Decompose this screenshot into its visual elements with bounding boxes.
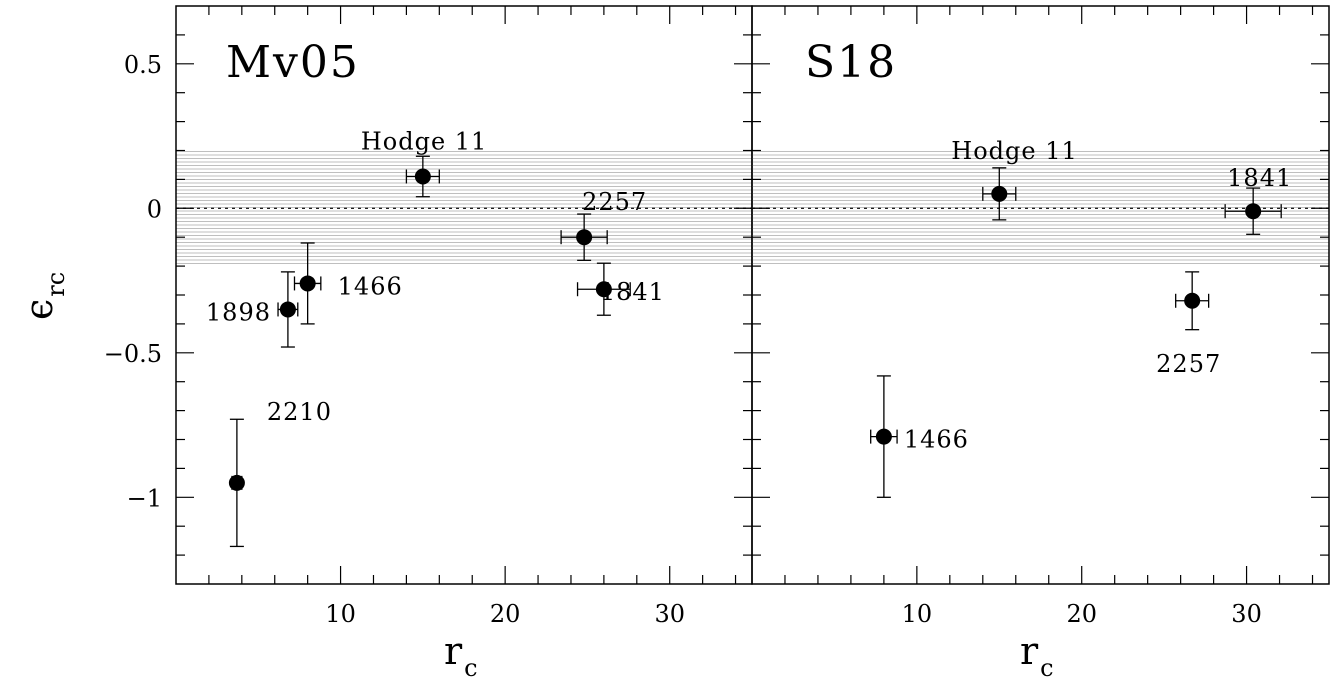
point-marker — [576, 229, 593, 246]
point-label: 2210 — [267, 398, 332, 426]
plot-frame — [175, 5, 753, 585]
x-axis-title-subscript: c — [1040, 654, 1053, 682]
y-tick-label: −0.5 — [104, 340, 162, 368]
svg-text:rc: rc — [1020, 629, 1054, 682]
x-axis-title-left: rc — [444, 629, 478, 682]
y-axis-title-subscript: rc — [42, 272, 70, 297]
point-label: 1898 — [206, 298, 271, 326]
point-label: 1841 — [600, 278, 665, 306]
x-axis-title-subscript: c — [464, 654, 477, 682]
data-point — [293, 242, 322, 325]
svg-text:ϵrc: ϵrc — [17, 272, 70, 320]
x-tick-labels: 10 20 30 — [325, 600, 685, 628]
x-tick-label: 30 — [1231, 600, 1262, 628]
panel-title: Mv05 — [226, 37, 360, 88]
x-tick-labels: 10 20 30 — [902, 600, 1262, 628]
point-marker — [299, 275, 316, 292]
point-label: 2257 — [582, 188, 647, 216]
point-labels: Hodge 11 2257 1466 1898 1841 2210 — [206, 128, 665, 426]
point-marker — [279, 301, 296, 318]
x-tick-label: 20 — [1066, 600, 1097, 628]
data-point — [1224, 187, 1282, 235]
data-points — [228, 155, 631, 548]
point-labels: Hodge 11 1841 2257 1466 — [904, 137, 1292, 454]
data-point — [405, 155, 440, 198]
y-tick-label: 0.5 — [124, 51, 162, 79]
y-tick-label: 0 — [147, 195, 162, 223]
point-label: 1841 — [1227, 164, 1292, 192]
point-label: Hodge 11 — [951, 137, 1077, 165]
point-label: 1466 — [338, 272, 403, 300]
x-axis-title-main: r — [1020, 629, 1039, 673]
y-axis-title: ϵrc — [17, 272, 70, 320]
axis-ticks — [752, 6, 1329, 584]
x-tick-label: 10 — [902, 600, 933, 628]
point-marker — [414, 168, 431, 185]
data-point — [277, 271, 299, 348]
point-marker — [1184, 292, 1201, 309]
point-label: Hodge 11 — [361, 128, 487, 156]
point-marker — [228, 474, 245, 491]
y-axis-title-main: ϵ — [17, 299, 61, 320]
axis-ticks — [176, 6, 752, 584]
x-axis-title-main: r — [444, 629, 463, 673]
svg-text:rc: rc — [444, 629, 478, 682]
panel-title: S18 — [805, 37, 897, 88]
point-label: 2257 — [1156, 350, 1221, 378]
point-marker — [1245, 203, 1262, 220]
x-axis-title-right: rc — [1020, 629, 1054, 682]
panel-mv05: 0.5 0 −0.5 −1 10 20 30 Hodge 11 2257 1466 1898 18… — [104, 5, 753, 628]
plot-frame — [751, 5, 1330, 585]
x-tick-label: 10 — [325, 600, 356, 628]
data-point — [870, 375, 898, 498]
point-marker — [875, 428, 892, 445]
point-label: 1466 — [904, 426, 969, 454]
y-tick-labels: 0.5 0 −0.5 −1 — [104, 51, 162, 512]
x-tick-label: 20 — [490, 600, 521, 628]
panel-s18: 10 20 30 Hodge 11 1841 2257 1466 S18 — [751, 5, 1330, 628]
data-point — [982, 167, 1017, 221]
data-points — [870, 167, 1282, 498]
point-marker — [595, 281, 612, 298]
y-tick-label: −1 — [127, 484, 162, 512]
x-tick-label: 30 — [654, 600, 685, 628]
data-point — [228, 418, 245, 548]
data-point — [560, 213, 608, 261]
point-marker — [991, 185, 1008, 202]
data-point — [576, 262, 631, 316]
data-point — [1175, 271, 1210, 331]
